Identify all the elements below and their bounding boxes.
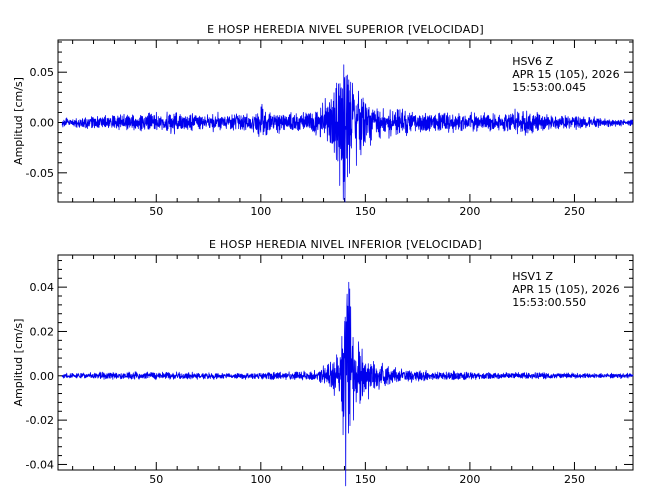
x-tick-label: 50 [149, 473, 163, 486]
time-label: 15:53:00.550 [512, 296, 586, 309]
x-tick-label: 200 [459, 205, 480, 218]
waveform-trace [61, 281, 634, 487]
y-tick-label: 0.00 [30, 117, 55, 130]
x-tick-label: 250 [564, 205, 585, 218]
y-tick-label: 0.05 [30, 66, 55, 79]
x-tick-label: 150 [355, 473, 376, 486]
waveform-trace [61, 64, 634, 203]
axis-ticks: 50 100 150 200 250 -0.05 0.00 0.05 [26, 40, 633, 218]
y-axis-label: Amplitud [cm/s] [12, 319, 25, 407]
date-label: APR 15 (105), 2026 [512, 283, 619, 296]
y-tick-label: 0.04 [30, 281, 55, 294]
x-tick-label: 250 [564, 473, 585, 486]
x-tick-label: 100 [250, 205, 271, 218]
y-axis-label: Amplitud [cm/s] [12, 77, 25, 165]
y-tick-label: -0.04 [26, 458, 54, 471]
axis-ticks: 50 100 150 200 250 -0.04 -0.02 0.00 0.02 0.04 [26, 255, 633, 486]
panel-lower: E HOSP HEREDIA NIVEL INFERIOR [VELOCIDAD… [12, 238, 634, 487]
x-tick-label: 150 [355, 205, 376, 218]
y-tick-label: -0.02 [26, 414, 54, 427]
y-tick-label: 0.00 [30, 370, 55, 383]
time-label: 15:53:00.045 [512, 81, 586, 94]
x-tick-label: 50 [149, 205, 163, 218]
y-tick-label: -0.05 [26, 167, 54, 180]
chart-title: E HOSP HEREDIA NIVEL SUPERIOR [VELOCIDAD… [207, 23, 484, 36]
chart-title: E HOSP HEREDIA NIVEL INFERIOR [VELOCIDAD… [209, 238, 482, 251]
station-label: HSV6 Z [512, 55, 553, 68]
x-tick-label: 200 [459, 473, 480, 486]
date-label: APR 15 (105), 2026 [512, 68, 619, 81]
x-tick-label: 100 [250, 473, 271, 486]
y-tick-label: 0.02 [30, 325, 55, 338]
panel-upper: E HOSP HEREDIA NIVEL SUPERIOR [VELOCIDAD… [12, 23, 634, 218]
station-label: HSV1 Z [512, 270, 553, 283]
